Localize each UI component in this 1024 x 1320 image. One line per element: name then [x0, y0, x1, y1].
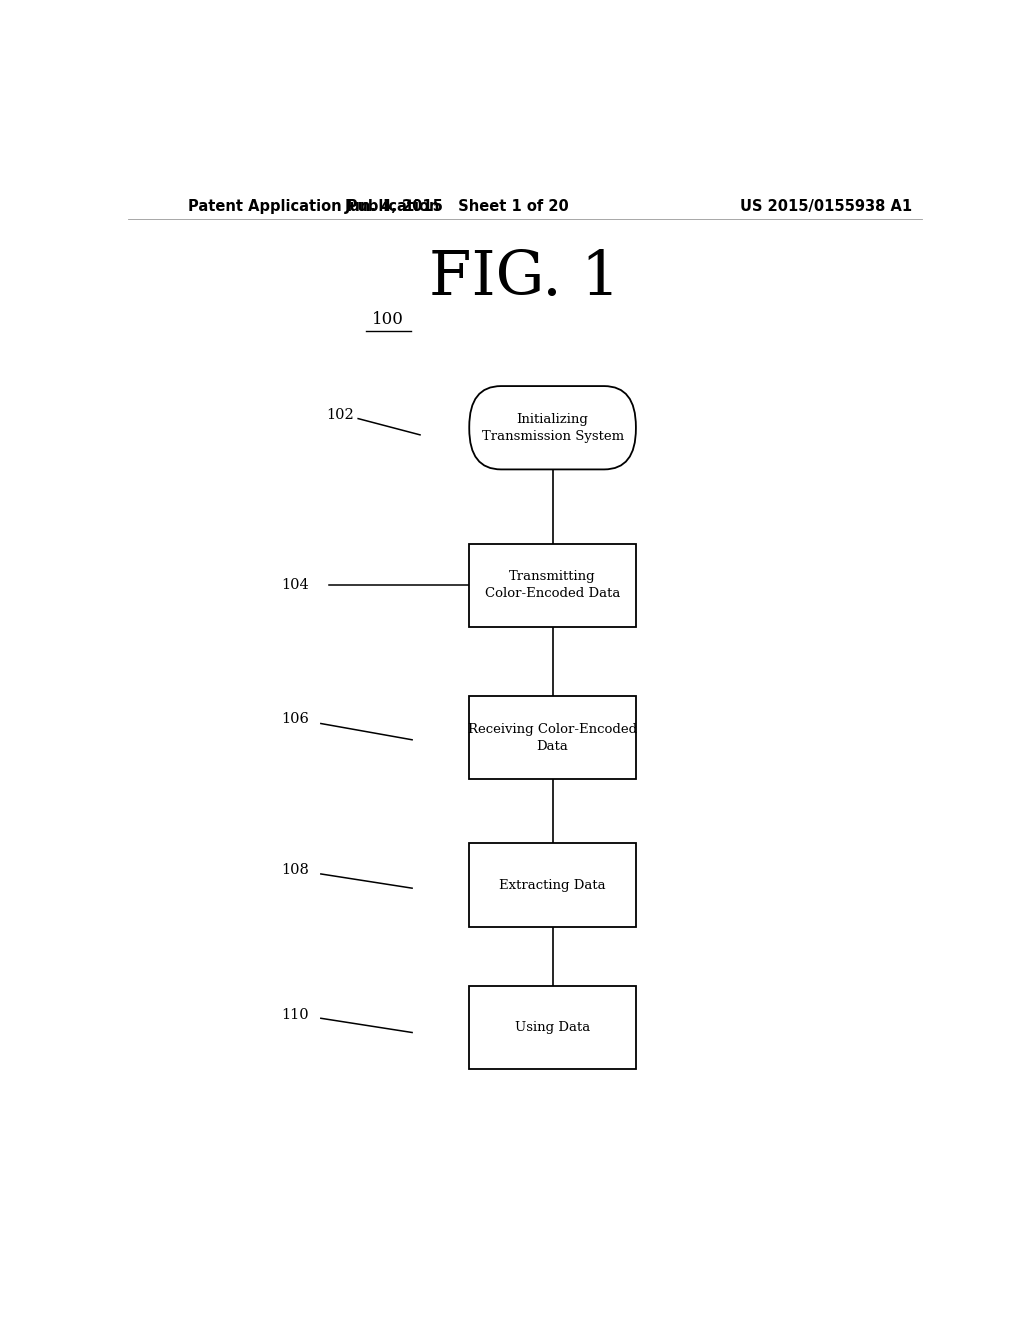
Bar: [469, 986, 636, 1069]
Text: Jun. 4, 2015   Sheet 1 of 20: Jun. 4, 2015 Sheet 1 of 20: [345, 199, 569, 214]
FancyBboxPatch shape: [469, 385, 636, 470]
Text: Initializing
Transmission System: Initializing Transmission System: [481, 413, 624, 442]
Bar: [469, 696, 636, 779]
Text: 104: 104: [282, 578, 309, 593]
Text: Patent Application Publication: Patent Application Publication: [187, 199, 439, 214]
Text: Using Data: Using Data: [515, 1020, 590, 1034]
Text: Receiving Color-Encoded
Data: Receiving Color-Encoded Data: [468, 723, 637, 752]
Text: US 2015/0155938 A1: US 2015/0155938 A1: [740, 199, 912, 214]
Bar: [469, 843, 636, 927]
Text: 100: 100: [373, 312, 404, 329]
Text: 102: 102: [327, 408, 354, 421]
Text: 110: 110: [282, 1008, 309, 1022]
Text: FIG. 1: FIG. 1: [429, 248, 621, 309]
Text: Transmitting
Color-Encoded Data: Transmitting Color-Encoded Data: [485, 570, 621, 601]
Text: 108: 108: [281, 863, 309, 876]
Bar: [469, 544, 636, 627]
Text: 106: 106: [281, 713, 309, 726]
Text: Extracting Data: Extracting Data: [500, 879, 606, 891]
